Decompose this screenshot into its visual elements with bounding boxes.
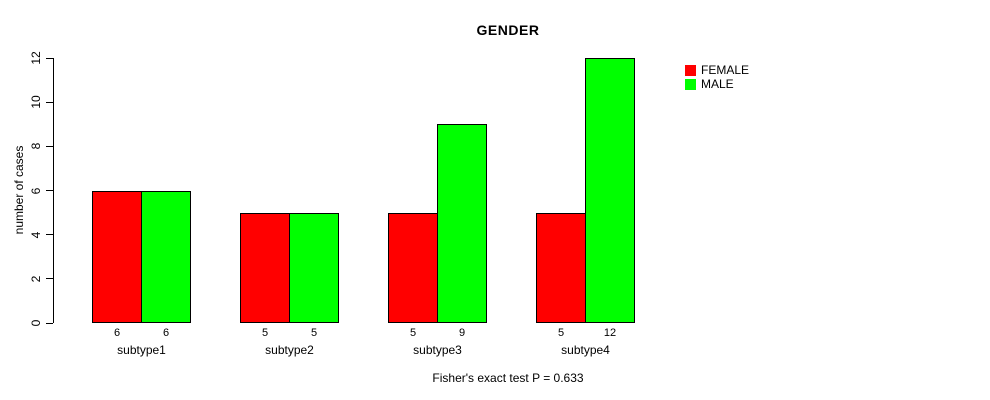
bar-value-label: 9 bbox=[458, 327, 466, 339]
male-swatch-icon bbox=[685, 78, 696, 90]
chart-title: GENDER bbox=[476, 22, 540, 38]
bar bbox=[141, 190, 191, 323]
bar bbox=[289, 212, 339, 323]
bar bbox=[437, 124, 487, 324]
bar-value-label: 6 bbox=[113, 327, 121, 339]
y-tick-label: 0 bbox=[29, 319, 43, 327]
bar-value-label: 5 bbox=[409, 327, 417, 339]
legend-label-male: MALE bbox=[701, 77, 734, 91]
x-category-label: subtype4 bbox=[561, 343, 610, 357]
y-tick-label: 4 bbox=[29, 231, 43, 239]
bar bbox=[92, 190, 142, 323]
y-tick-label: 8 bbox=[29, 142, 43, 150]
x-category-label: subtype2 bbox=[265, 343, 314, 357]
legend-label-female: FEMALE bbox=[701, 63, 750, 77]
y-tick-label: 2 bbox=[29, 275, 43, 283]
bar-value-label: 5 bbox=[310, 327, 318, 339]
y-tick-label: 10 bbox=[29, 95, 43, 109]
y-tick bbox=[46, 190, 53, 191]
y-tick-label: 12 bbox=[29, 51, 43, 65]
legend-item-female: FEMALE bbox=[685, 64, 749, 76]
x-category-label: subtype1 bbox=[117, 343, 166, 357]
y-tick-label: 6 bbox=[29, 187, 43, 194]
y-tick bbox=[46, 145, 53, 147]
caption-text: Fisher's exact test P = 0.633 bbox=[432, 371, 584, 385]
bar bbox=[585, 58, 635, 323]
y-axis-line bbox=[53, 58, 54, 323]
legend: FEMALE MALE bbox=[685, 64, 749, 92]
legend-item-male: MALE bbox=[685, 78, 749, 90]
x-category-label: subtype3 bbox=[413, 343, 462, 357]
y-tick bbox=[46, 234, 53, 236]
bar bbox=[388, 212, 438, 323]
bar-value-label: 5 bbox=[557, 327, 565, 339]
bar bbox=[240, 212, 290, 323]
y-tick bbox=[46, 322, 53, 324]
female-swatch-icon bbox=[685, 64, 696, 76]
bar-value-label: 12 bbox=[603, 327, 617, 339]
y-tick bbox=[46, 57, 53, 59]
bar-value-label: 6 bbox=[162, 327, 170, 339]
y-axis-title: number of cases bbox=[12, 145, 26, 235]
y-tick bbox=[46, 278, 53, 280]
bar bbox=[536, 212, 586, 323]
bar-value-label: 5 bbox=[261, 327, 269, 339]
y-tick bbox=[46, 101, 53, 103]
